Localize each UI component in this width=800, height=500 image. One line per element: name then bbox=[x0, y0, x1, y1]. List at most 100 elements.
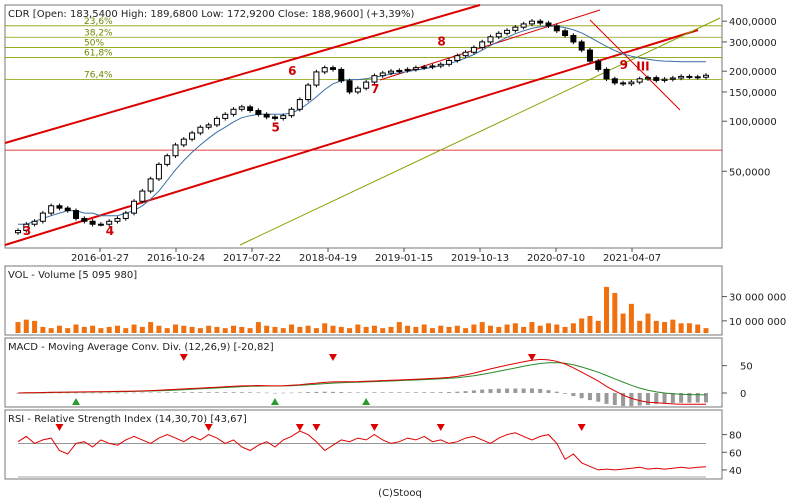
candle-body bbox=[147, 178, 154, 192]
volume-bar bbox=[653, 320, 659, 333]
candle-body bbox=[611, 78, 618, 84]
volume-layer: 10 000 000 30 000 000 bbox=[15, 286, 786, 333]
candle-body bbox=[164, 155, 171, 165]
macd-buy-marker bbox=[270, 398, 279, 405]
volume-bar bbox=[487, 325, 493, 333]
candle-body bbox=[520, 23, 527, 28]
macd-histogram-bar bbox=[438, 392, 443, 393]
fibonacci-label: 50% bbox=[84, 38, 104, 48]
macd-histogram-bar bbox=[281, 392, 286, 394]
volume-bar bbox=[380, 328, 386, 333]
candle-body bbox=[396, 69, 403, 72]
price-layer: 50,0000 100,0000 150,0000 200,0000 300,0000 4… bbox=[4, 4, 777, 264]
macd-histogram-bar bbox=[662, 392, 667, 404]
volume-bar bbox=[289, 324, 295, 333]
macd-histogram-bar bbox=[49, 392, 54, 394]
macd-histogram-bar bbox=[704, 392, 708, 403]
volume-bar bbox=[396, 322, 402, 333]
macd-histogram-bar bbox=[513, 388, 518, 393]
macd-histogram-bar bbox=[455, 391, 460, 393]
candle-body bbox=[313, 71, 320, 86]
candle-body bbox=[131, 200, 138, 214]
rsi-line bbox=[17, 430, 707, 471]
candle-body bbox=[379, 72, 386, 77]
macd-histogram-bar bbox=[463, 391, 468, 393]
candle-body bbox=[595, 60, 602, 70]
price-x-tick-label: 2018-04-19 bbox=[299, 253, 357, 264]
macd-histogram-bar bbox=[57, 392, 62, 394]
volume-bar bbox=[156, 325, 162, 333]
volume-bar bbox=[570, 323, 576, 333]
candle-body bbox=[620, 82, 627, 85]
candle-body bbox=[189, 132, 196, 140]
volume-bar bbox=[595, 320, 601, 333]
macd-histogram-bar bbox=[123, 392, 128, 394]
price-panel-title: CDR [Open: 183,5400 High: 189,6800 Low: … bbox=[8, 9, 415, 20]
elliott-wave-label: III bbox=[636, 59, 649, 73]
volume-bar bbox=[214, 326, 220, 333]
elliott-wave-label: 9 bbox=[620, 58, 628, 72]
candle-body bbox=[429, 65, 436, 68]
macd-histogram-bar bbox=[82, 392, 87, 394]
candle-body bbox=[263, 113, 270, 118]
price-y-tick-label: 300,0000 bbox=[729, 38, 777, 49]
macd-histogram-bar bbox=[339, 392, 344, 393]
candle-body bbox=[230, 108, 237, 115]
candle-body bbox=[678, 75, 685, 79]
candle-body bbox=[528, 20, 535, 25]
macd-histogram-bar bbox=[604, 392, 609, 404]
macd-histogram-bar bbox=[488, 389, 493, 393]
macd-histogram-bar bbox=[629, 392, 634, 407]
volume-bar bbox=[405, 325, 411, 333]
candle-body bbox=[694, 76, 701, 79]
volume-panel: VOL - Volume [5 095 980] bbox=[4, 265, 723, 336]
volume-bar bbox=[471, 324, 477, 333]
candle-body bbox=[288, 108, 295, 117]
candle-body bbox=[644, 77, 651, 80]
macd-panel-frame bbox=[4, 337, 723, 408]
macd-histogram-bar bbox=[190, 392, 195, 393]
price-x-tick-label: 2020-07-10 bbox=[527, 253, 585, 264]
macd-y-tick-label: 50 bbox=[740, 362, 753, 373]
candle-body bbox=[669, 77, 676, 80]
candle-body bbox=[247, 106, 254, 112]
macd-histogram-bar bbox=[596, 392, 601, 402]
volume-bar bbox=[446, 326, 452, 333]
candle-body bbox=[454, 55, 461, 61]
volume-bar bbox=[90, 325, 96, 333]
footer-copyright: (C)Stooq bbox=[378, 488, 422, 499]
macd-histogram-bar bbox=[413, 392, 418, 393]
volume-bar bbox=[222, 328, 228, 333]
volume-bar bbox=[56, 325, 62, 333]
candle-body bbox=[255, 110, 262, 115]
candle-body bbox=[114, 217, 121, 222]
macd-histogram-bar bbox=[687, 392, 692, 403]
volume-bar bbox=[587, 316, 593, 333]
rsi-overbought-marker bbox=[312, 424, 321, 431]
volume-bar bbox=[438, 325, 444, 333]
volume-bar bbox=[413, 326, 419, 333]
candle-body bbox=[321, 67, 328, 73]
volume-bar bbox=[454, 325, 460, 333]
volume-bar bbox=[197, 328, 203, 333]
volume-bar bbox=[537, 325, 543, 333]
macd-histogram-bar bbox=[364, 392, 369, 393]
macd-histogram-bar bbox=[347, 392, 352, 393]
candle-body bbox=[238, 106, 245, 110]
macd-y-tick-label: 0 bbox=[740, 389, 746, 400]
volume-bar bbox=[670, 319, 676, 333]
macd-histogram-bar bbox=[505, 388, 510, 393]
candle-body bbox=[586, 49, 593, 62]
volume-bar bbox=[164, 328, 170, 333]
macd-histogram-bar bbox=[74, 392, 79, 394]
volume-bar bbox=[429, 328, 435, 333]
volume-bar bbox=[529, 322, 535, 333]
volume-bar bbox=[686, 323, 692, 333]
price-x-tick-label: 2021-04-07 bbox=[603, 253, 661, 264]
candle-body bbox=[280, 115, 287, 119]
macd-histogram-bar bbox=[214, 392, 219, 393]
volume-bar bbox=[297, 326, 303, 333]
candle-body bbox=[205, 124, 212, 128]
price-y-tick-label: 100,0000 bbox=[729, 117, 777, 128]
